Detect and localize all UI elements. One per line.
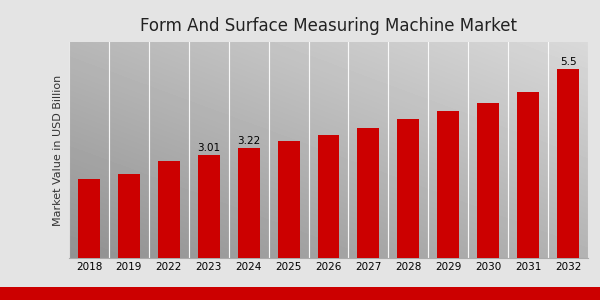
Text: 3.22: 3.22 (237, 136, 260, 146)
Bar (477, 103, 499, 258)
Title: Form And Surface Measuring Machine Market: Form And Surface Measuring Machine Marke… (140, 17, 517, 35)
Bar (198, 155, 220, 258)
Bar (118, 174, 140, 258)
Bar (358, 128, 379, 258)
Bar (78, 179, 100, 258)
Bar (557, 69, 579, 258)
Text: 3.01: 3.01 (197, 143, 220, 153)
Bar (238, 148, 260, 258)
Bar (437, 111, 459, 258)
Bar (517, 92, 539, 258)
Bar (278, 141, 299, 258)
Y-axis label: Market Value in USD Billion: Market Value in USD Billion (53, 74, 64, 226)
Bar (397, 119, 419, 258)
Bar (158, 161, 180, 258)
Text: 5.5: 5.5 (560, 57, 577, 68)
Bar (317, 135, 340, 258)
